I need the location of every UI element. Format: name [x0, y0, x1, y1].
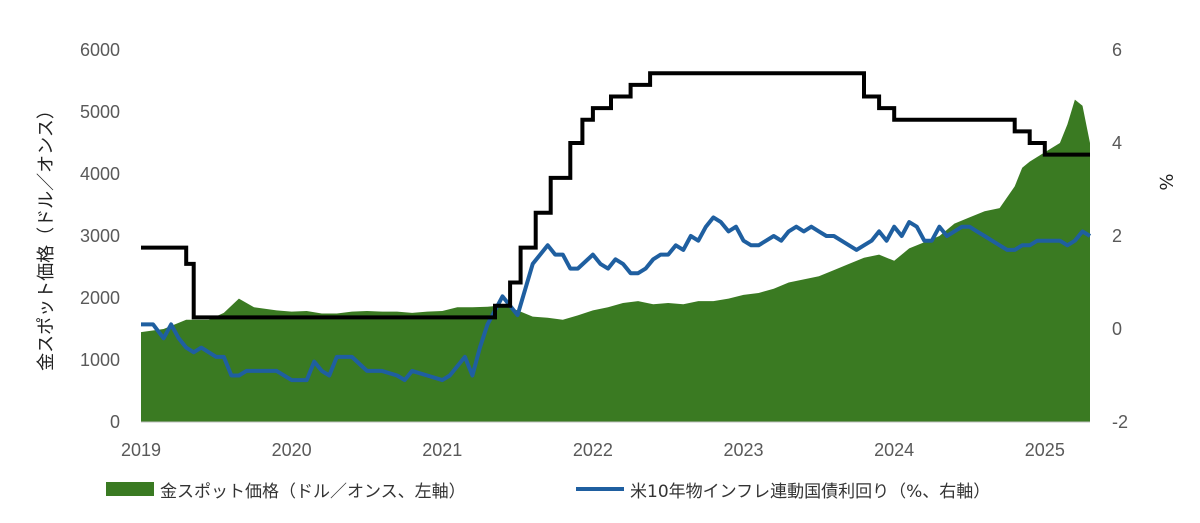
legend: 金スポット価格（ドル／オンス、左軸） 米10年物インフレ連動国債利回り（%、右軸…: [0, 474, 1200, 504]
legend-item-tips: 米10年物インフレ連動国債利回り（%、右軸）: [576, 474, 990, 504]
left-tick-label: 3000: [80, 226, 120, 246]
tips-yield-line: [141, 215, 1092, 383]
plot-area: [141, 71, 1092, 422]
x-tick-label: 2024: [874, 440, 914, 460]
gold-price-area: [141, 99, 1090, 422]
legend-swatch-tips: [576, 487, 624, 491]
left-axis-ticks: 0 1000 2000 3000 4000 5000 6000: [80, 40, 120, 432]
legend-swatch-gold: [106, 482, 154, 496]
x-tick-label: 2020: [272, 440, 312, 460]
left-tick-label: 5000: [80, 102, 120, 122]
right-axis-label: %: [1155, 173, 1176, 190]
left-tick-label: 1000: [80, 350, 120, 370]
legend-item-gold: 金スポット価格（ドル／オンス、左軸）: [106, 474, 466, 504]
legend-label-gold: 金スポット価格（ドル／オンス、左軸）: [160, 481, 466, 502]
left-axis-label: 金スポット価格（ドル／オンス）: [36, 101, 57, 371]
legend-label-tips: 米10年物インフレ連動国債利回り（%、右軸）: [630, 481, 991, 502]
x-tick-label: 2021: [422, 440, 462, 460]
left-tick-label: 2000: [80, 288, 120, 308]
policy-rate-step-line: [141, 71, 1090, 320]
right-tick-label: 4: [1112, 133, 1122, 153]
right-tick-label: 2: [1112, 226, 1122, 246]
left-tick-label: 4000: [80, 164, 120, 184]
right-tick-label: 6: [1112, 40, 1122, 60]
left-tick-label: 6000: [80, 40, 120, 60]
right-axis-ticks: -2 0 2 4 6: [1112, 40, 1128, 432]
x-axis-ticks: 2019 2020 2021 2022 2023 2024 2025: [121, 440, 1065, 460]
x-tick-label: 2023: [724, 440, 764, 460]
x-tick-label: 2025: [1025, 440, 1065, 460]
x-tick-label: 2022: [573, 440, 613, 460]
right-tick-label: -2: [1112, 412, 1128, 432]
right-tick-label: 0: [1112, 319, 1122, 339]
left-tick-label: 0: [110, 412, 120, 432]
x-tick-label: 2019: [121, 440, 161, 460]
